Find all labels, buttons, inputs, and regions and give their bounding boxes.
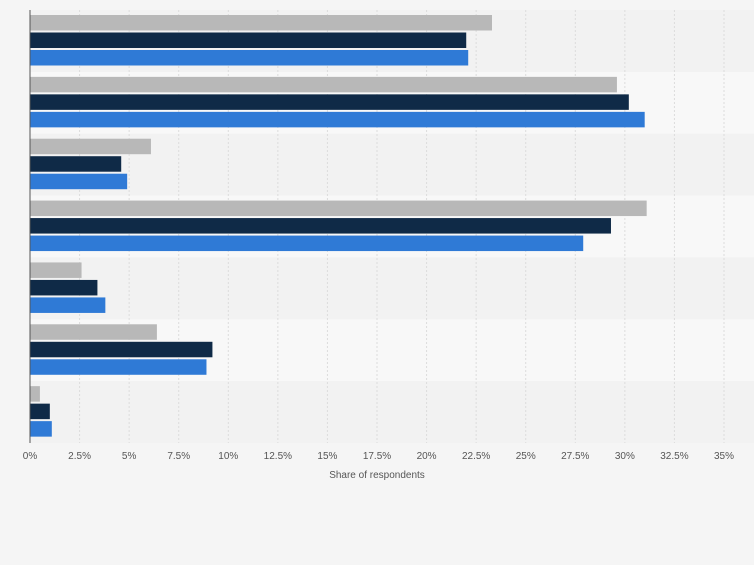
- bar: [30, 15, 493, 31]
- bar: [30, 138, 151, 155]
- x-tick-label: 10%: [218, 451, 238, 462]
- bar: [30, 32, 467, 48]
- x-tick-label: 12.5%: [264, 451, 292, 462]
- x-tick-label: 35%: [714, 451, 734, 462]
- bar: [30, 111, 645, 128]
- x-tick-label: 20%: [417, 451, 437, 462]
- x-tick-label: 15%: [317, 451, 337, 462]
- x-tick-label: 30%: [615, 451, 635, 462]
- x-tick-label: 32.5%: [660, 451, 688, 462]
- bars-group: [30, 15, 647, 437]
- x-tick-label: 7.5%: [167, 451, 190, 462]
- bar: [30, 200, 647, 217]
- x-axis-label: Share of respondents: [329, 470, 425, 481]
- x-tick-label: 5%: [122, 451, 137, 462]
- bar: [30, 341, 213, 358]
- x-tick-label: 2.5%: [68, 451, 91, 462]
- bar: [30, 50, 469, 66]
- x-tick-label: 0%: [23, 451, 38, 462]
- x-tick-labels: 0% 2.5% 5% 7.5% 10% 12.5% 15% 17.5% 20% 22.5% 25% 2…: [23, 451, 734, 462]
- bar: [30, 76, 617, 93]
- bar: [30, 218, 611, 234]
- category-band: [30, 381, 754, 443]
- x-tick-label: 27.5%: [561, 451, 589, 462]
- bar: [30, 359, 207, 375]
- bar: [30, 173, 128, 190]
- bar: [30, 262, 82, 278]
- bar: [30, 279, 98, 296]
- category-band: [30, 257, 754, 320]
- bar: [30, 156, 122, 172]
- bar: [30, 421, 52, 437]
- bar: [30, 403, 50, 420]
- x-tick-label: 17.5%: [363, 451, 391, 462]
- bar: [30, 235, 584, 252]
- bar: [30, 386, 40, 402]
- x-tick-label: 25%: [516, 451, 536, 462]
- bar: [30, 94, 629, 110]
- bar: [30, 297, 106, 313]
- bar: [30, 324, 157, 340]
- x-tick-label: 22.5%: [462, 451, 490, 462]
